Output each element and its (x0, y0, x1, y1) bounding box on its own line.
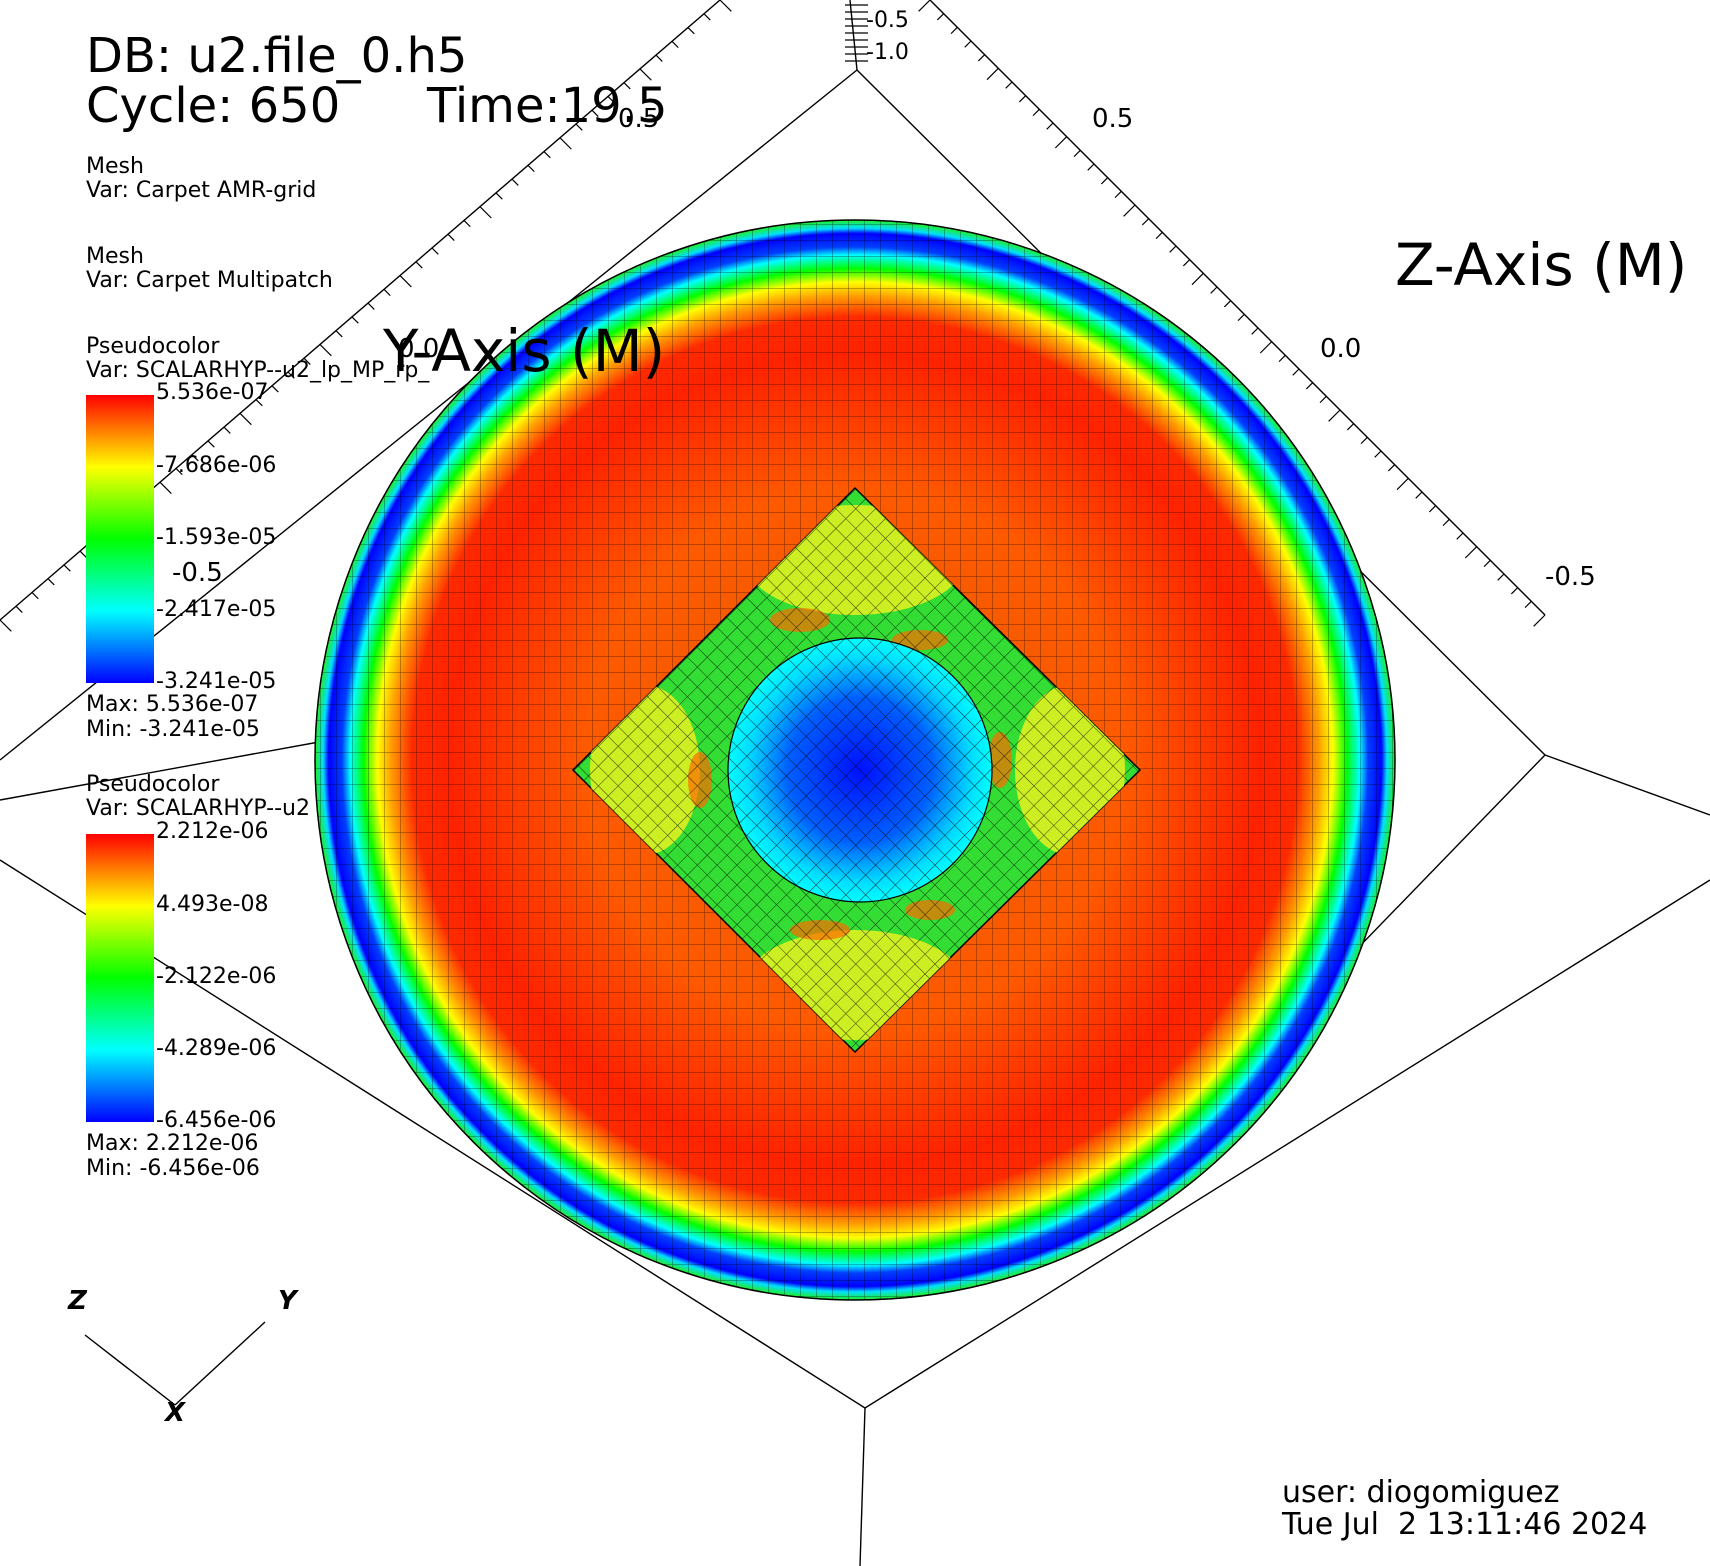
y-axis-title: Y-Axis (M) (383, 317, 666, 385)
user-label: user: diogomiguez (1282, 1475, 1560, 1510)
ruler-ticks-top (845, 4, 868, 62)
pc1-colorbar (86, 395, 154, 683)
pc1-tick-2: -1.593e-05 (156, 525, 277, 550)
top-tick-1: -1.0 (866, 40, 909, 65)
pc2-colorbar (86, 834, 154, 1122)
cycle-label: Cycle: 650 (86, 78, 341, 134)
pc2-tick-4: -6.456e-06 (156, 1108, 277, 1133)
pc1-min-label: Min: -3.241e-05 (86, 717, 260, 742)
pc2-tick-1: 4.493e-08 (156, 892, 269, 917)
pc2-type-label: Pseudocolor (86, 772, 220, 797)
top-tick-0: -0.5 (866, 8, 909, 33)
pc2-tick-3: -4.289e-06 (156, 1036, 277, 1061)
pc1-tick-1: -7.686e-06 (156, 453, 277, 478)
pc1-var-label: Var: SCALARHYP--u2_lp_MP_rp_ (86, 358, 430, 383)
z-tick-1: 0.0 (1320, 334, 1362, 364)
triad-x-label: X (165, 1398, 186, 1428)
pc1-tick-0: 5.536e-07 (156, 380, 269, 405)
pc2-max-label: Max: 2.212e-06 (86, 1131, 259, 1156)
pc1-tick-3: -2.417e-05 (156, 597, 277, 622)
time-label: Time:19.5 (427, 78, 668, 134)
y-tick-0: 0.5 (618, 104, 660, 134)
pc2-tick-0: 2.212e-06 (156, 819, 269, 844)
pc1-max-label: Max: 5.536e-07 (86, 692, 259, 717)
pc2-tick-2: -2.122e-06 (156, 964, 277, 989)
triad-z-label: Z (68, 1286, 87, 1316)
core-region (727, 637, 993, 903)
mesh2-var-label: Var: Carpet Multipatch (86, 268, 333, 293)
axes-triad (84, 1321, 266, 1406)
pc1-type-label: Pseudocolor (86, 334, 220, 359)
pc1-tick-4: -3.241e-05 (156, 669, 277, 694)
z-axis-title: Z-Axis (M) (1395, 231, 1688, 299)
z-tick-0: 0.5 (1092, 104, 1134, 134)
mesh1-type-label: Mesh (86, 154, 144, 179)
db-name-label: DB: u2.file_0.h5 (86, 28, 468, 84)
z-tick-2: -0.5 (1545, 562, 1596, 592)
y-tick-2: -0.5 (172, 558, 223, 588)
triad-y-label: Y (278, 1286, 297, 1316)
mesh2-type-label: Mesh (86, 244, 144, 269)
pc2-min-label: Min: -6.456e-06 (86, 1156, 260, 1181)
ruler-ticks-upper-right (918, 0, 1546, 627)
pc2-var-label: Var: SCALARHYP--u2 (86, 796, 310, 821)
mesh1-var-label: Var: Carpet AMR-grid (86, 178, 317, 203)
date-label: Tue Jul 2 13:11:46 2024 (1282, 1507, 1648, 1542)
y-tick-1: 0.0 (398, 334, 440, 364)
ruler-ticks-upper-left (0, 0, 732, 632)
